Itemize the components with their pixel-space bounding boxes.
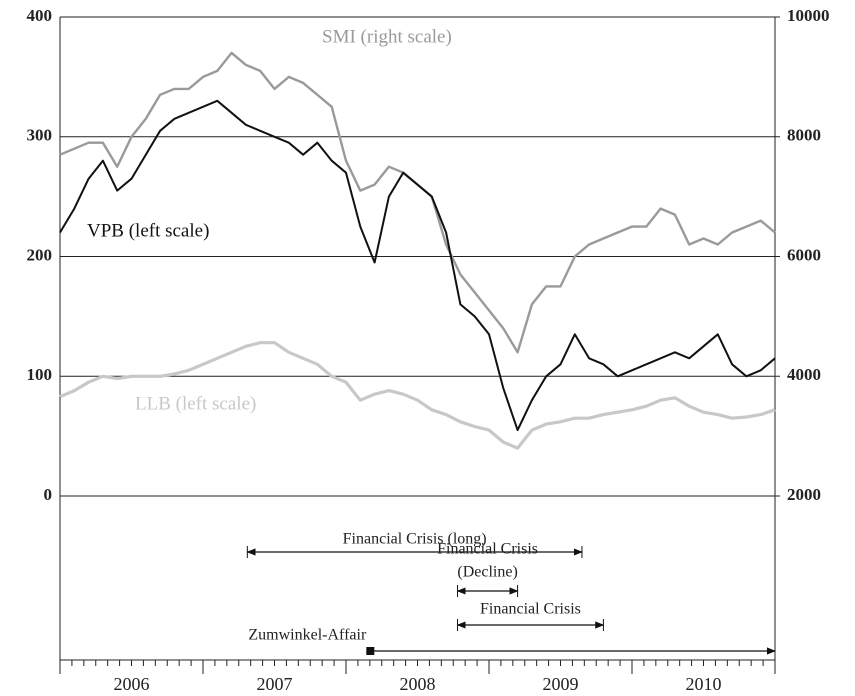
x-tick-label: 2009 <box>543 674 579 694</box>
annotation-label: (Decline) <box>457 564 517 581</box>
x-tick-label: 2006 <box>114 674 150 694</box>
x-tick-label: 2008 <box>400 674 436 694</box>
y2-tick-label: 6000 <box>787 245 821 264</box>
x-tick-label: 2007 <box>257 674 293 694</box>
y-tick-label: 0 <box>44 485 53 504</box>
interval-start-marker <box>366 647 375 655</box>
y-tick-label: 100 <box>27 365 53 384</box>
y-tick-label: 200 <box>27 245 53 264</box>
annotation-label: Financial Crisis <box>437 541 538 558</box>
y-tick-label: 400 <box>27 6 53 25</box>
y2-tick-label: 2000 <box>787 485 821 504</box>
series-label: SMI (right scale) <box>322 26 452 47</box>
series-line <box>59 99 776 432</box>
y2-tick-label: 4000 <box>787 365 821 384</box>
annotation-label: Financial Crisis (long) <box>343 531 487 548</box>
series-label: LLB (left scale) <box>135 393 256 414</box>
x-tick-label: 2010 <box>686 674 722 694</box>
series-line <box>59 51 776 354</box>
series-label: VPB (left scale) <box>87 220 209 241</box>
series-line <box>59 341 776 450</box>
y2-tick-label: 10000 <box>787 6 830 25</box>
y-tick-label: 300 <box>27 126 53 145</box>
y2-tick-label: 8000 <box>787 126 821 145</box>
annotation-label: Zumwinkel-Affair <box>248 627 367 644</box>
annotation-label: Financial Crisis <box>480 601 581 618</box>
